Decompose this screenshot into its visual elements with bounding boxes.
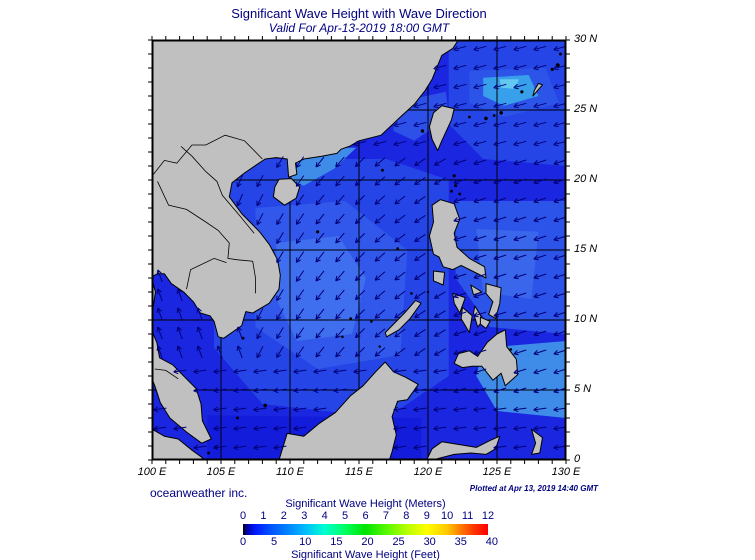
colorbar-meters-tick: 9 [423, 510, 430, 522]
colorbar-feet-tick: 35 [454, 536, 467, 548]
colorbar-meters-tick: 0 [239, 510, 247, 522]
longitude-tick-label: 110 E [276, 466, 304, 478]
longitude-tick-label: 115 E [345, 466, 373, 478]
colorbar-feet-tick: 25 [392, 536, 405, 548]
colorbar-gradient [243, 524, 488, 535]
colorbar-feet-tick: 30 [423, 536, 436, 548]
latitude-tick-label: 10 N [574, 313, 598, 325]
colorbar-meters-tick: 7 [382, 510, 389, 522]
colorbar-meters-tick: 3 [301, 510, 308, 522]
colorbar-feet-tick: 0 [239, 536, 247, 548]
latitude-tick-label: 0 [574, 453, 581, 465]
latitude-tick-label: 5 N [574, 383, 592, 395]
colorbar-meters-tick: 12 [481, 510, 495, 522]
longitude-tick-label: 100 E [137, 466, 167, 478]
longitude-tick-label: 130 E [551, 466, 581, 478]
latitude-tick-label: 25 N [574, 103, 598, 115]
colorbar-meters-tick: 1 [260, 510, 267, 522]
credit-oceanweather: oceanweather inc. [150, 486, 248, 500]
colorbar-meters-tick: 6 [362, 510, 369, 522]
colorbar-feet-tick: 15 [330, 536, 343, 548]
plotted-timestamp: Plotted at Apr 13, 2019 14:40 GMT [469, 484, 598, 493]
colorbar-feet-tick: 20 [361, 536, 374, 548]
colorbar-title-meters: Significant Wave Height (Meters) [285, 498, 446, 510]
colorbar-feet-ticks: 0 5 10 15 20 25 30 35 40 [239, 536, 498, 549]
map-title: Significant Wave Height with Wave Direct… [231, 6, 487, 21]
latitude-tick-label: 15 N [574, 243, 598, 255]
longitude-tick-label: 105 E [206, 466, 236, 478]
colorbar-meters-tick: 4 [321, 510, 328, 522]
wave-height-map [148, 36, 570, 464]
colorbar-title-feet: Significant Wave Height (Feet) [291, 549, 440, 560]
colorbar-meters-ticks: 0 1 2 3 4 5 6 7 8 9 10 11 12 [239, 510, 494, 523]
colorbar-feet-tick: 40 [485, 536, 499, 548]
colorbar-feet-tick: 10 [299, 536, 312, 548]
latitude-tick-label: 30 N [574, 33, 598, 45]
map-valid-time: Valid For Apr-13-2019 18:00 GMT [268, 21, 450, 35]
colorbar-meters-tick: 5 [342, 510, 349, 522]
longitude-tick-label: 125 E [482, 466, 512, 478]
colorbar-meters-tick: 8 [403, 510, 410, 522]
colorbar-feet-tick: 5 [271, 536, 278, 548]
colorbar-meters-tick: 2 [280, 510, 287, 522]
colorbar-meters-tick: 10 [441, 510, 454, 522]
longitude-tick-label: 120 E [413, 466, 443, 478]
colorbar-meters-tick: 11 [461, 510, 474, 522]
map-plot-area [148, 36, 570, 464]
latitude-tick-label: 20 N [574, 173, 598, 185]
